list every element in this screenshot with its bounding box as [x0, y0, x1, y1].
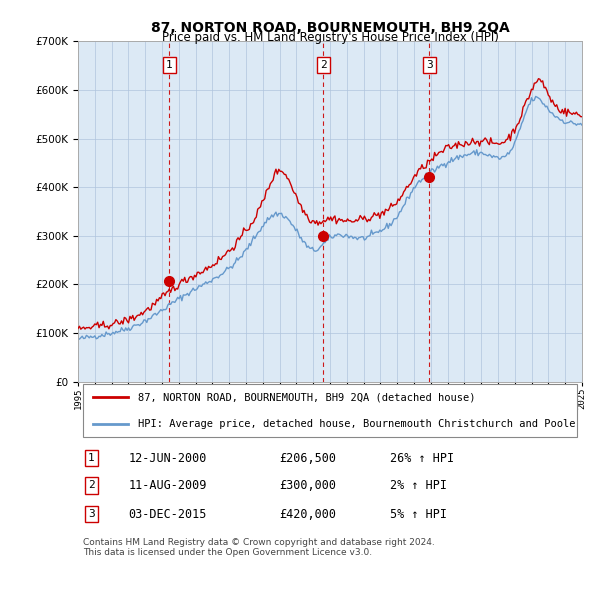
Text: 11-AUG-2009: 11-AUG-2009 [128, 478, 207, 491]
Text: 2% ↑ HPI: 2% ↑ HPI [391, 478, 448, 491]
Text: 1: 1 [88, 453, 95, 463]
Text: 26% ↑ HPI: 26% ↑ HPI [391, 451, 455, 464]
Text: 3: 3 [426, 60, 433, 70]
Text: 12-JUN-2000: 12-JUN-2000 [128, 451, 207, 464]
Text: 3: 3 [88, 509, 95, 519]
Text: 5% ↑ HPI: 5% ↑ HPI [391, 507, 448, 520]
Text: 1: 1 [166, 60, 173, 70]
Text: HPI: Average price, detached house, Bournemouth Christchurch and Poole: HPI: Average price, detached house, Bour… [139, 419, 576, 428]
Text: Contains HM Land Registry data © Crown copyright and database right 2024.
This d: Contains HM Land Registry data © Crown c… [83, 537, 435, 557]
Text: £420,000: £420,000 [280, 507, 337, 520]
Text: £206,500: £206,500 [280, 451, 337, 464]
Text: 2: 2 [320, 60, 327, 70]
Text: 03-DEC-2015: 03-DEC-2015 [128, 507, 207, 520]
Text: 87, NORTON ROAD, BOURNEMOUTH, BH9 2QA (detached house): 87, NORTON ROAD, BOURNEMOUTH, BH9 2QA (d… [139, 392, 476, 402]
Text: £300,000: £300,000 [280, 478, 337, 491]
FancyBboxPatch shape [83, 385, 577, 437]
Text: 2: 2 [88, 480, 95, 490]
Text: Price paid vs. HM Land Registry's House Price Index (HPI): Price paid vs. HM Land Registry's House … [161, 31, 499, 44]
Text: 87, NORTON ROAD, BOURNEMOUTH, BH9 2QA: 87, NORTON ROAD, BOURNEMOUTH, BH9 2QA [151, 21, 509, 35]
